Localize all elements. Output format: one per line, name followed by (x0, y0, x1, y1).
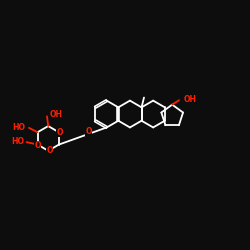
Text: OH: OH (184, 95, 196, 104)
Text: O: O (57, 128, 63, 137)
Text: HO: HO (12, 122, 26, 132)
Text: O: O (34, 141, 41, 150)
Text: OH: OH (50, 110, 62, 119)
Text: O: O (86, 127, 92, 136)
Text: O: O (46, 146, 53, 155)
Text: HO: HO (11, 137, 24, 146)
